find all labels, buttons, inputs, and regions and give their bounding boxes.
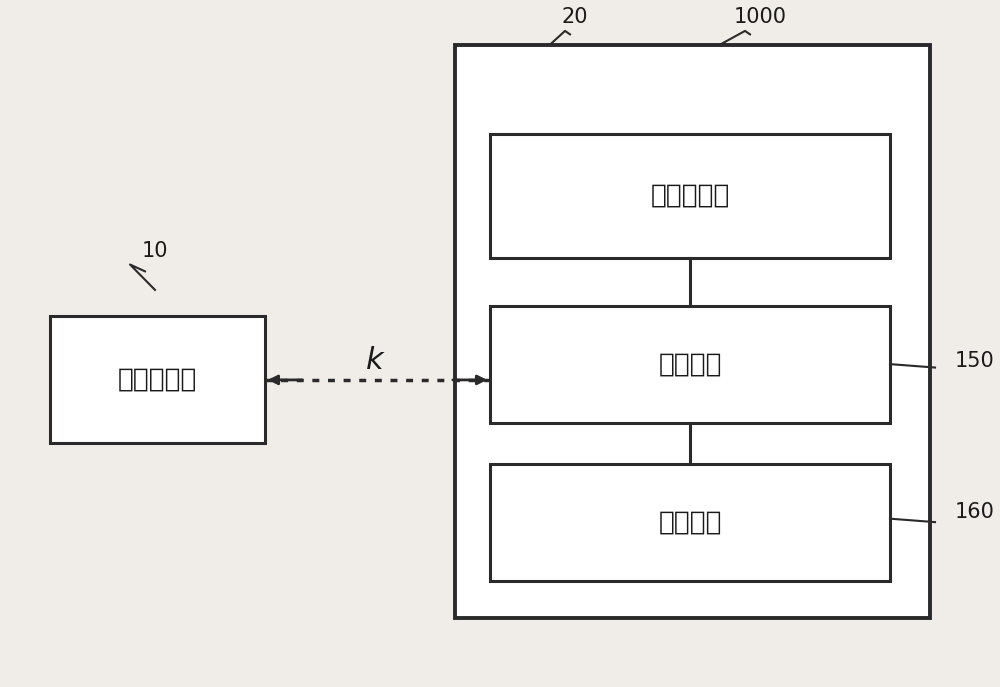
Text: k: k: [366, 346, 384, 375]
Text: 10: 10: [142, 240, 168, 261]
Text: 150: 150: [955, 350, 995, 371]
Bar: [490, 464, 890, 581]
Bar: [455, 45, 930, 618]
Text: 第１共振器: 第１共振器: [118, 367, 197, 392]
Text: 第２共振器: 第２共振器: [650, 183, 730, 209]
Text: 160: 160: [955, 502, 995, 522]
Bar: [490, 306, 890, 423]
Text: 1000: 1000: [734, 7, 786, 27]
Text: 测定电路: 测定电路: [658, 509, 722, 535]
Text: 20: 20: [562, 7, 588, 27]
Bar: [50, 316, 265, 443]
Bar: [490, 134, 890, 258]
Text: 振荡电路: 振荡电路: [658, 351, 722, 377]
